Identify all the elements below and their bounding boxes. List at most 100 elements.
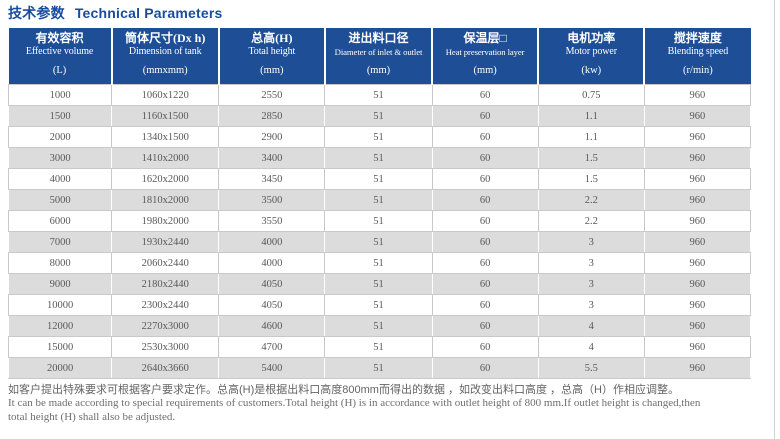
table-cell: 960 [643,252,752,274]
table-cell: 2180x2440 [111,273,220,295]
table-row: 4000 1620x2000 3450 51 60 1.5 960 [7,168,752,190]
column-header-unit: (r/min) [683,65,713,76]
column-header-en: Heat preservation layer [445,47,525,57]
table-cell: 51 [324,210,433,232]
table-cell: 51 [324,336,433,358]
table-cell: 3500 [218,189,326,211]
page-title: 技术参数 Technical Parameters [8,3,223,23]
table-cell: 51 [324,231,433,253]
column-header-en: Blending speed [667,46,729,57]
table-cell: 12000 [7,315,113,337]
table-cell: 2300x2440 [111,294,220,316]
table-cell: 51 [324,273,433,295]
column-header-unit: (mm) [366,65,391,76]
table-cell: 960 [643,189,752,211]
table-cell: 60 [431,252,539,274]
table-body: 1000 1060x1220 2550 51 60 0.75 960 1500 1160x150… [7,84,752,379]
table-cell: 60 [431,105,539,127]
column-header-unit: (kw) [581,65,602,76]
column-header-unit: (L) [52,65,67,76]
table-cell: 4700 [218,336,326,358]
table-cell: 2270x3000 [111,315,220,337]
table-cell: 3000 [7,147,113,169]
table-row: 7000 1930x2440 4000 51 60 3 960 [7,231,752,253]
table-cell: 10000 [7,294,113,316]
page-edge-line [774,0,775,439]
table-cell: 960 [643,210,752,232]
table-cell: 1000 [7,84,113,106]
table-cell: 5.5 [537,357,645,379]
note-en-line1: It can be made according to special requ… [8,397,701,409]
table-header: 有效容积 Effective volume (L) 筒体尺寸(Dx h) Dimensi… [8,28,751,85]
table-cell: 1.1 [537,105,645,127]
table-cell: 960 [643,273,752,295]
table-row: 12000 2270x3000 4600 51 60 4 960 [7,315,752,337]
column-header-5: 保温层□ Heat preservation layer (mm) [432,28,540,85]
table-cell: 60 [431,294,539,316]
table-cell: 60 [431,336,539,358]
table-cell: 960 [643,357,752,379]
column-header-2: 筒体尺寸(Dx h) Dimension of tank (mmxmm) [111,28,220,85]
column-header-en: Motor power [565,46,617,57]
table-cell: 60 [431,315,539,337]
table-cell: 1.5 [537,147,645,169]
table-cell: 1930x2440 [111,231,220,253]
table-cell: 51 [324,189,433,211]
table-cell: 60 [431,84,539,106]
table-cell: 6000 [7,210,113,232]
table-cell: 4050 [218,273,326,295]
column-header-zh: 筒体尺寸(Dx h) [125,31,206,45]
table-cell: 4000 [218,252,326,274]
table-cell: 1160x1500 [111,105,220,127]
table-cell: 960 [643,315,752,337]
table-cell: 2550 [218,84,326,106]
table-cell: 3 [537,273,645,295]
column-header-zh: 有效容积 [35,31,84,45]
table-cell: 960 [643,84,752,106]
page-title-zh: 技术参数 [8,5,65,21]
column-header-zh: 电机功率 [567,31,616,45]
column-header-6: 电机功率 Motor power (kw) [538,28,646,85]
table-row: 1000 1060x1220 2550 51 60 0.75 960 [7,84,752,106]
table-cell: 60 [431,357,539,379]
table-cell: 3450 [218,168,326,190]
column-header-unit: (mm) [260,65,284,76]
table-cell: 960 [643,168,752,190]
table-cell: 960 [643,147,752,169]
table-row: 9000 2180x2440 4050 51 60 3 960 [7,273,752,295]
table-cell: 4600 [218,315,326,337]
technical-parameters-table: 有效容积 Effective volume (L) 筒体尺寸(Dx h) Dimensi… [7,28,752,379]
table-cell: 960 [643,105,752,127]
table-cell: 4 [537,336,645,358]
table-row: 6000 1980x2000 3550 51 60 2.2 960 [7,210,752,232]
table-cell: 2900 [218,126,326,148]
table-row: 20000 2640x3660 5400 51 60 5.5 960 [7,357,752,379]
table-cell: 4050 [218,294,326,316]
table-row: 3000 1410x2000 3400 51 60 1.5 960 [7,147,752,169]
column-header-3: 总高(H) Total height (mm) [218,28,326,85]
table-row: 1500 1160x1500 2850 51 60 1.1 960 [7,105,752,127]
table-row: 10000 2300x2440 4050 51 60 3 960 [7,294,752,316]
footer-notes: 如客户提出特殊要求可根据客户要求定作。总高(H)是根据出料口高度800mm而得出… [8,383,774,424]
table-cell: 7000 [7,231,113,253]
table-cell: 2640x3660 [111,357,220,379]
column-header-zh: 保温层□ [463,31,507,45]
column-header-en: Total height [248,46,296,57]
table-cell: 3 [537,231,645,253]
table-cell: 2.2 [537,210,645,232]
table-cell: 960 [643,126,752,148]
table-cell: 2000 [7,126,113,148]
table-cell: 960 [643,336,752,358]
table-cell: 60 [431,273,539,295]
table-cell: 1500 [7,105,113,127]
table-cell: 2060x2440 [111,252,220,274]
table-row: 15000 2530x3000 4700 51 60 4 960 [7,336,752,358]
table-cell: 1340x1500 [111,126,220,148]
table-cell: 60 [431,126,539,148]
table-cell: 2.2 [537,189,645,211]
table-cell: 60 [431,231,539,253]
page-title-en: Technical Parameters [74,5,223,21]
table-cell: 51 [324,294,433,316]
table-cell: 0.75 [537,84,645,106]
column-header-en: Dimension of tank [128,46,202,57]
